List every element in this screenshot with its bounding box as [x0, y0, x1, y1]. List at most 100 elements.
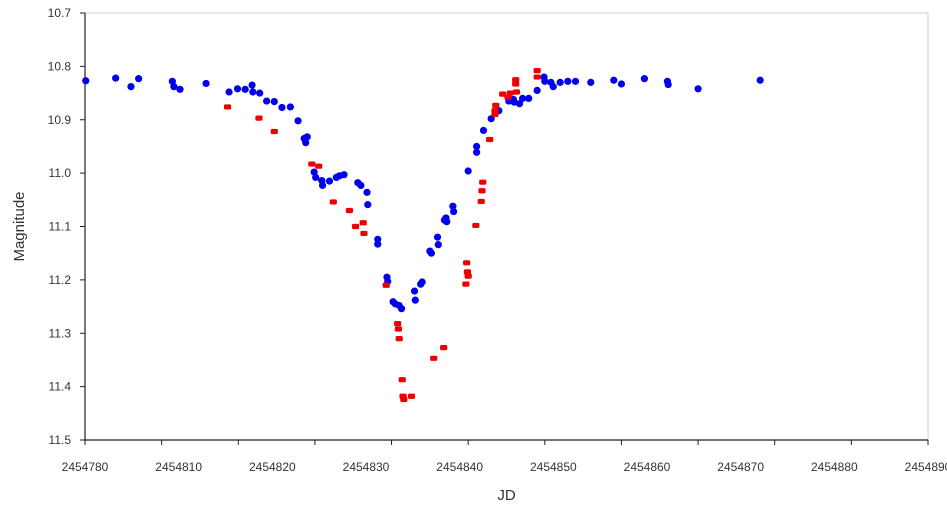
- data-point: [472, 222, 480, 229]
- data-point: [640, 75, 649, 83]
- data-point: [176, 85, 184, 93]
- data-point: [278, 103, 286, 112]
- data-point: [127, 83, 135, 91]
- data-point: [315, 163, 323, 169]
- data-point: [512, 89, 521, 95]
- data-point: [248, 81, 256, 89]
- data-point: [135, 75, 143, 83]
- plot-border: [84, 12, 929, 441]
- data-point: [549, 83, 557, 91]
- x-tick-label: 2454810: [155, 460, 202, 474]
- data-point: [225, 88, 233, 96]
- y-tick-label: 10.8: [48, 59, 72, 73]
- data-point: [449, 202, 457, 210]
- y-tick-label: 10.7: [48, 6, 72, 20]
- data-point: [112, 74, 120, 82]
- y-tick-label: 11.2: [49, 273, 72, 287]
- data-point: [587, 78, 595, 86]
- x-tick-label: 2454890: [905, 460, 947, 474]
- data-point: [410, 287, 419, 295]
- series-1: [82, 73, 764, 313]
- data-point: [610, 76, 618, 84]
- data-point: [360, 230, 368, 237]
- data-point: [479, 126, 488, 135]
- x-tick-label: 2454830: [343, 460, 390, 474]
- data-point: [512, 81, 520, 87]
- data-point: [411, 296, 419, 304]
- data-point: [450, 207, 458, 216]
- data-point: [434, 241, 442, 249]
- data-point: [394, 326, 403, 332]
- data-point: [241, 85, 249, 93]
- data-point: [363, 188, 371, 196]
- data-point: [263, 97, 271, 105]
- data-point: [462, 281, 470, 287]
- data-point: [427, 249, 435, 257]
- data-point: [303, 133, 311, 141]
- data-point: [202, 79, 210, 88]
- data-point: [664, 80, 672, 89]
- y-tick-label: 11.1: [49, 220, 72, 234]
- x-tick-label: 2454880: [811, 460, 858, 474]
- data-point: [294, 117, 302, 125]
- data-point: [515, 100, 524, 108]
- data-point: [506, 90, 514, 96]
- data-point: [398, 377, 406, 383]
- data-point: [256, 89, 264, 97]
- data-point: [302, 139, 310, 147]
- data-point: [486, 136, 494, 143]
- y-axis-title: Magnitude: [11, 191, 28, 261]
- x-axis-title: JD: [497, 487, 516, 504]
- x-tick-label: 2454840: [436, 460, 483, 474]
- data-point: [499, 91, 507, 97]
- data-point: [491, 108, 499, 114]
- data-point: [312, 173, 320, 181]
- data-point: [504, 94, 512, 100]
- data-point: [340, 171, 348, 179]
- y-tick-label: 11.4: [49, 380, 72, 394]
- data-point: [325, 177, 334, 185]
- data-point: [571, 77, 580, 85]
- x-tick-label: 2454780: [62, 460, 109, 474]
- data-point: [233, 85, 242, 93]
- x-tick-label: 2454850: [530, 460, 577, 474]
- data-point: [694, 85, 702, 93]
- series-2: [223, 68, 541, 403]
- data-point: [473, 142, 481, 151]
- data-point: [443, 218, 451, 226]
- data-point: [541, 77, 549, 85]
- data-point: [477, 198, 485, 205]
- x-tick-label: 2454860: [624, 460, 671, 474]
- y-axis-ticks: 10.7 10.8 10.9 11.0 11.1 11.2 11.3 11.4 11.5: [48, 6, 85, 447]
- data-point: [440, 345, 448, 351]
- data-point: [463, 260, 471, 266]
- data-point: [756, 76, 764, 84]
- data-point: [400, 396, 408, 403]
- data-point: [430, 355, 438, 361]
- data-points: [82, 68, 764, 403]
- x-tick-label: 2454870: [717, 460, 764, 474]
- data-point: [564, 77, 572, 85]
- data-point: [351, 223, 360, 230]
- plot-area: [84, 12, 929, 441]
- y-tick-label: 11.5: [49, 433, 72, 447]
- data-point: [382, 282, 390, 288]
- data-point: [270, 128, 278, 135]
- data-point: [479, 179, 487, 185]
- data-point: [463, 269, 472, 275]
- data-point: [407, 393, 416, 399]
- data-point: [308, 161, 316, 167]
- data-point: [518, 94, 527, 102]
- data-point: [556, 78, 564, 86]
- x-axis-ticks: 2454780 2454810 2454820 2454830 2454840 24548…: [62, 440, 947, 474]
- y-tick-label: 10.9: [48, 113, 72, 127]
- data-point: [464, 273, 472, 279]
- data-point: [473, 148, 481, 156]
- data-point: [82, 77, 90, 85]
- data-point: [249, 88, 257, 96]
- data-point: [617, 80, 626, 88]
- data-point: [533, 86, 541, 94]
- data-point: [170, 83, 178, 91]
- data-point: [270, 98, 278, 106]
